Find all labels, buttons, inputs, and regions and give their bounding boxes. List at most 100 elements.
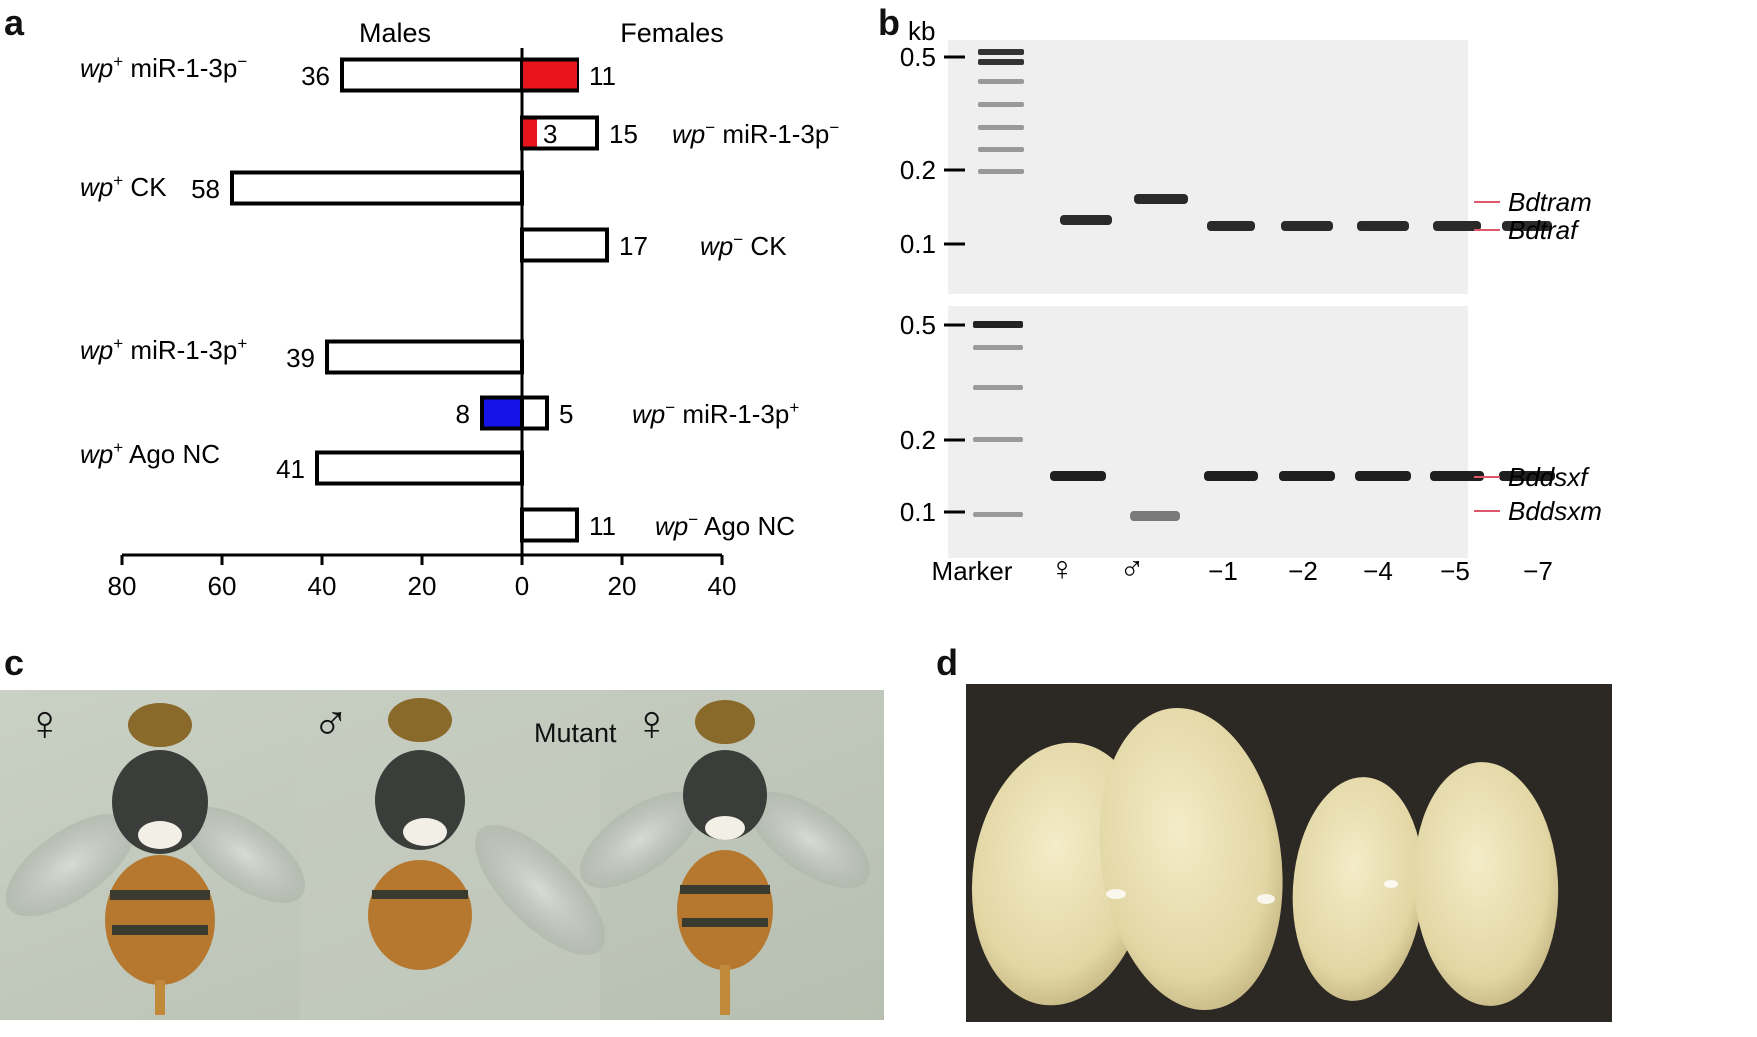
inner-count-label: 3 — [543, 119, 557, 149]
sample-band — [1207, 221, 1255, 231]
sample-band — [1281, 221, 1333, 231]
male-bar — [340, 57, 524, 93]
size-marker-label: 0.5 — [900, 42, 936, 72]
sample-band — [1430, 471, 1484, 481]
females-header: Females — [620, 18, 724, 48]
ladder-band — [978, 147, 1024, 152]
female-bar-fill — [523, 119, 537, 147]
lane-label: −1 — [1208, 556, 1238, 586]
gel-top — [948, 40, 1468, 294]
kb-unit-label: kb — [908, 16, 935, 46]
genotype-label: wp+ Ago NC — [80, 438, 220, 469]
sample-band — [1050, 471, 1106, 481]
female-count-label: 11 — [589, 61, 616, 91]
male-bar-fill — [484, 399, 522, 427]
ladder-band — [978, 59, 1024, 65]
genotype-label: wp+ CK — [80, 171, 167, 202]
panel-label-d: d — [936, 642, 958, 683]
size-marker-label: 0.2 — [900, 425, 936, 455]
lane-label: −7 — [1523, 556, 1553, 586]
male-count-label: 58 — [191, 174, 220, 204]
female-fly — [5, 703, 306, 1015]
mutant-label: Mutant — [534, 718, 617, 748]
male-count-label: 8 — [456, 399, 470, 429]
ladder-band — [978, 125, 1024, 130]
ladder-band — [973, 321, 1023, 328]
lane-label: −5 — [1440, 556, 1470, 586]
size-marker-label: 0.2 — [900, 155, 936, 185]
female-bar-fill — [523, 61, 577, 89]
ladder-band — [973, 385, 1023, 390]
female-count-label: 17 — [619, 231, 648, 261]
x-tick-label: 60 — [208, 571, 237, 601]
gene-label: Bdtram — [1508, 187, 1592, 217]
genotype-label: wp− miR-1-3p+ — [632, 398, 799, 429]
female-bar — [520, 507, 579, 543]
genotype-label: wp+ miR-1-3p− — [80, 52, 247, 83]
sample-band — [1433, 221, 1481, 231]
male-count-label: 36 — [301, 61, 330, 91]
sample-band — [1279, 471, 1335, 481]
sample-band — [1499, 471, 1555, 481]
mutant-female-symbol-label: ♀ — [633, 695, 671, 751]
x-tick-label: 40 — [708, 571, 737, 601]
female-count-label: 5 — [559, 399, 573, 429]
male-fly — [368, 698, 605, 970]
female-symbol-label: ♀ — [26, 695, 64, 751]
size-marker-label: 0.1 — [900, 229, 936, 259]
size-marker-label: 0.1 — [900, 497, 936, 527]
sample-band — [1130, 511, 1180, 521]
males-header: Males — [359, 18, 431, 48]
ladder-band — [973, 437, 1023, 442]
male-count-label: 41 — [276, 454, 305, 484]
male-bar — [325, 339, 524, 375]
sample-band — [1355, 471, 1411, 481]
ladder-band — [978, 169, 1024, 174]
female-count-label: 15 — [609, 119, 638, 149]
gene-label: Bddsxf — [1508, 462, 1590, 492]
lane-label: Marker — [932, 556, 1013, 586]
female-count-label: 11 — [589, 511, 616, 541]
gel-electrophoresis: kb0.50.20.10.50.20.1BdtramBdtrafBddsxfBd… — [900, 16, 1602, 588]
x-tick-label: 0 — [515, 571, 529, 601]
panel-label-c: c — [4, 642, 25, 683]
gene-label: Bdtraf — [1508, 215, 1580, 245]
female-bar — [520, 227, 609, 263]
sample-band — [1502, 221, 1552, 231]
sex-ratio-bar-chart: Males Females 36 11 wp+ miR-1-3p− 3 15 wp− miR-… — [80, 18, 839, 601]
x-tick-label: 20 — [608, 571, 637, 601]
size-marker-label: 0.5 — [900, 310, 936, 340]
mutant-fly — [579, 700, 871, 1015]
x-tick-label: 40 — [308, 571, 337, 601]
sample-band — [1060, 215, 1112, 225]
egg-photo — [966, 684, 1612, 1022]
sample-band — [1357, 221, 1409, 231]
egg-photo-image — [966, 684, 1612, 1022]
lane-label: −2 — [1288, 556, 1318, 586]
ladder-band — [978, 102, 1024, 107]
fly-photo-image — [0, 690, 884, 1020]
genotype-label: wp− Ago NC — [655, 510, 795, 541]
panel-label-a: a — [4, 2, 25, 43]
male-count-label: 39 — [286, 343, 315, 373]
female-bar — [520, 395, 549, 431]
ladder-band — [973, 512, 1023, 517]
genotype-label: wp+ miR-1-3p+ — [80, 334, 247, 365]
lane-label: ♀ — [1049, 550, 1075, 588]
sample-band — [1134, 194, 1188, 204]
genotype-label: wp− CK — [700, 230, 787, 261]
ladder-band — [978, 79, 1024, 84]
sample-band — [1204, 471, 1258, 481]
lane-label: ♂ — [1119, 550, 1145, 588]
lane-label: −4 — [1363, 556, 1393, 586]
x-tick-label: 20 — [408, 571, 437, 601]
ladder-band — [978, 49, 1024, 55]
fly-photo: ♀ ♂ Mutant ♀ — [0, 690, 884, 1020]
panel-label-b: b — [878, 2, 900, 43]
male-symbol-label: ♂ — [312, 695, 350, 751]
gel-bottom — [948, 306, 1468, 558]
x-tick-label: 80 — [108, 571, 137, 601]
genotype-label: wp− miR-1-3p− — [672, 118, 839, 149]
male-bar — [230, 170, 524, 206]
gene-label: Bddsxm — [1508, 496, 1602, 526]
